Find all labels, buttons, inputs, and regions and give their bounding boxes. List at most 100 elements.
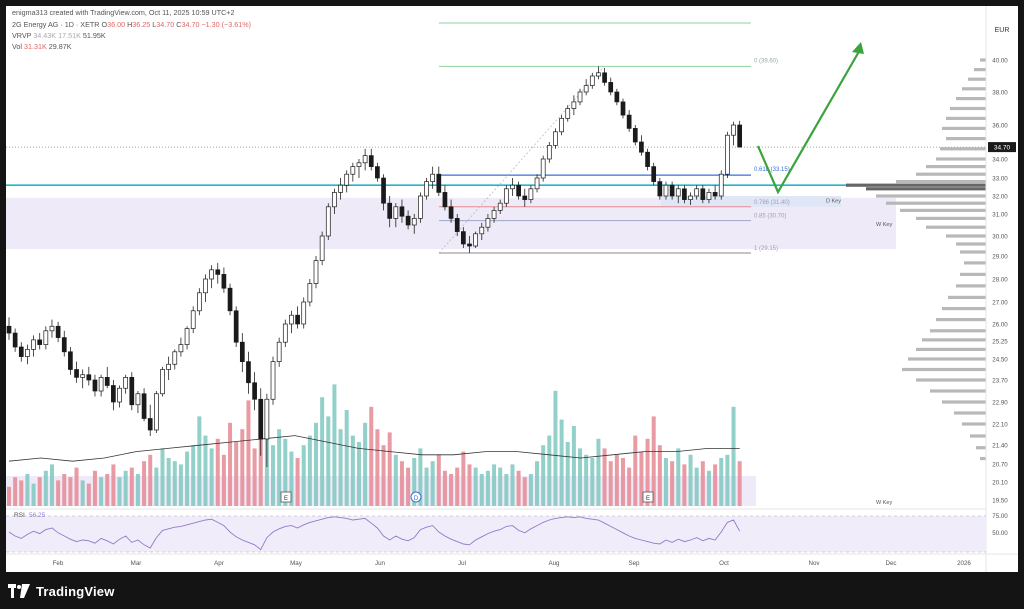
candle[interactable] bbox=[184, 328, 190, 345]
candle[interactable] bbox=[301, 301, 307, 325]
candle[interactable] bbox=[393, 206, 399, 219]
symbol-name[interactable]: 2G Energy AG · 1D · XETR bbox=[12, 20, 100, 29]
candle[interactable] bbox=[104, 377, 110, 386]
candle[interactable] bbox=[31, 339, 36, 350]
candle[interactable] bbox=[98, 377, 104, 392]
candle[interactable] bbox=[546, 145, 552, 160]
candle[interactable] bbox=[68, 351, 73, 370]
candle[interactable] bbox=[626, 114, 632, 129]
candle[interactable] bbox=[381, 177, 386, 204]
candle[interactable] bbox=[534, 177, 540, 190]
candle[interactable] bbox=[399, 206, 405, 217]
candle[interactable] bbox=[718, 173, 724, 197]
candle[interactable] bbox=[18, 346, 24, 357]
candle[interactable] bbox=[221, 274, 227, 289]
candle[interactable] bbox=[252, 382, 257, 400]
candle[interactable] bbox=[319, 235, 325, 261]
candle[interactable] bbox=[583, 85, 589, 93]
vol-label[interactable]: Vol bbox=[12, 42, 22, 51]
candle[interactable] bbox=[712, 192, 718, 197]
candle[interactable] bbox=[86, 374, 92, 381]
candle[interactable] bbox=[123, 377, 129, 389]
candle[interactable] bbox=[448, 206, 454, 219]
candle[interactable] bbox=[350, 166, 356, 175]
candle[interactable] bbox=[442, 192, 448, 208]
chart-canvas[interactable]: D Key W Key W Key 0 (39.60) 0.618 (33.15) 0.… bbox=[6, 6, 1018, 572]
candle[interactable] bbox=[313, 260, 319, 284]
candle[interactable] bbox=[467, 243, 472, 247]
candle[interactable] bbox=[461, 231, 466, 245]
candle[interactable] bbox=[430, 173, 436, 182]
candle[interactable] bbox=[657, 181, 663, 197]
candle[interactable] bbox=[61, 337, 67, 353]
candle[interactable] bbox=[675, 188, 681, 197]
candle[interactable] bbox=[596, 72, 601, 77]
candle[interactable] bbox=[639, 141, 644, 153]
volume-legend[interactable]: Vol 31.31K 29.87K bbox=[12, 42, 72, 51]
earnings-marker[interactable] bbox=[280, 491, 292, 503]
candle[interactable] bbox=[424, 181, 429, 197]
candle[interactable] bbox=[49, 325, 55, 332]
earnings-marker[interactable] bbox=[642, 491, 654, 503]
candle[interactable] bbox=[307, 283, 313, 303]
candle[interactable] bbox=[80, 374, 86, 378]
candle[interactable] bbox=[6, 325, 12, 334]
candle[interactable] bbox=[632, 128, 638, 143]
candle[interactable] bbox=[614, 91, 620, 103]
price-axis[interactable] bbox=[986, 6, 1018, 572]
fib-trend-line[interactable] bbox=[438, 66, 605, 254]
candle[interactable] bbox=[25, 349, 30, 357]
candle[interactable] bbox=[473, 233, 478, 247]
candle[interactable] bbox=[375, 166, 380, 179]
candle[interactable] bbox=[368, 155, 374, 167]
candle[interactable] bbox=[172, 351, 178, 365]
candle[interactable] bbox=[577, 91, 583, 103]
candle[interactable] bbox=[510, 184, 515, 190]
candle[interactable] bbox=[92, 379, 98, 392]
candle[interactable] bbox=[246, 361, 251, 384]
candle[interactable] bbox=[190, 310, 196, 329]
candle[interactable] bbox=[522, 195, 528, 200]
candle[interactable] bbox=[706, 192, 712, 200]
candle[interactable] bbox=[651, 166, 657, 182]
candle[interactable] bbox=[258, 398, 264, 440]
candle[interactable] bbox=[276, 341, 282, 362]
dividend-marker[interactable] bbox=[410, 491, 422, 503]
candle[interactable] bbox=[602, 72, 607, 83]
forecast-arrow[interactable] bbox=[756, 47, 862, 195]
candle[interactable] bbox=[620, 101, 626, 116]
candle[interactable] bbox=[669, 184, 675, 197]
candle[interactable] bbox=[203, 278, 208, 294]
candle[interactable] bbox=[731, 124, 736, 136]
candle[interactable] bbox=[737, 124, 743, 148]
candle[interactable] bbox=[209, 269, 214, 280]
candle[interactable] bbox=[111, 385, 116, 403]
candle[interactable] bbox=[227, 287, 233, 312]
last-price-badge[interactable] bbox=[988, 142, 1016, 153]
candle[interactable] bbox=[418, 195, 423, 219]
candle[interactable] bbox=[239, 341, 245, 362]
candle[interactable] bbox=[663, 184, 669, 197]
vrvp-label[interactable]: VRVP bbox=[12, 31, 32, 40]
chart-frame[interactable]: D Key W Key W Key 0 (39.60) 0.618 (33.15) 0.… bbox=[6, 6, 1018, 572]
candle[interactable] bbox=[215, 269, 221, 275]
candle[interactable] bbox=[55, 325, 61, 338]
candle[interactable] bbox=[497, 202, 503, 211]
candle[interactable] bbox=[129, 377, 135, 406]
candle[interactable] bbox=[74, 369, 79, 378]
candle[interactable] bbox=[338, 184, 343, 193]
candle[interactable] bbox=[160, 369, 165, 395]
candle[interactable] bbox=[141, 393, 147, 419]
candle[interactable] bbox=[362, 155, 368, 164]
candle[interactable] bbox=[571, 101, 577, 109]
candle[interactable] bbox=[559, 118, 564, 133]
candle[interactable] bbox=[454, 218, 460, 232]
candle[interactable] bbox=[516, 184, 521, 197]
candle[interactable] bbox=[43, 330, 49, 345]
candle[interactable] bbox=[233, 310, 239, 343]
candle[interactable] bbox=[682, 188, 687, 200]
candle[interactable] bbox=[688, 195, 693, 200]
candle[interactable] bbox=[700, 188, 706, 200]
candle[interactable] bbox=[725, 134, 730, 175]
candle[interactable] bbox=[436, 173, 442, 193]
